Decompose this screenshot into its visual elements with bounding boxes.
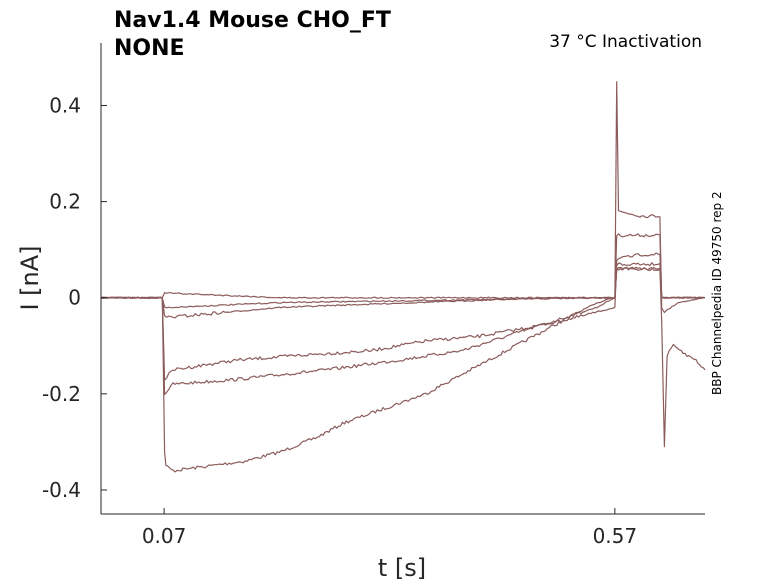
- plot-area: [100, 81, 706, 473]
- y-tick-label: -0.4: [42, 478, 81, 502]
- chart-title-line1: Nav1.4 Mouse CHO_FT: [114, 8, 391, 33]
- y-tick-label: 0.2: [49, 190, 81, 214]
- trace-6: [100, 266, 706, 448]
- trace-1: [100, 81, 705, 473]
- y-tick-label: 0: [68, 286, 81, 310]
- y-axis-label: I [nA]: [16, 245, 44, 310]
- x-tick-label: 0.57: [593, 524, 638, 548]
- side-label: BBP Channelpedia ID 49750 rep 2: [710, 191, 724, 395]
- axis-ticks: -0.4 -0.2 0 0.2 0.4 0.07 0.57: [42, 93, 637, 548]
- y-tick-label: 0.4: [49, 93, 81, 117]
- condition-label: 37 °C Inactivation: [549, 32, 702, 52]
- chart-title-line2: NONE: [114, 36, 185, 61]
- trace-2: [100, 233, 705, 396]
- x-tick-label: 0.07: [142, 524, 187, 548]
- trace-3: [100, 252, 706, 381]
- y-tick-label: -0.2: [42, 382, 81, 406]
- x-axis-label: t [s]: [378, 554, 426, 582]
